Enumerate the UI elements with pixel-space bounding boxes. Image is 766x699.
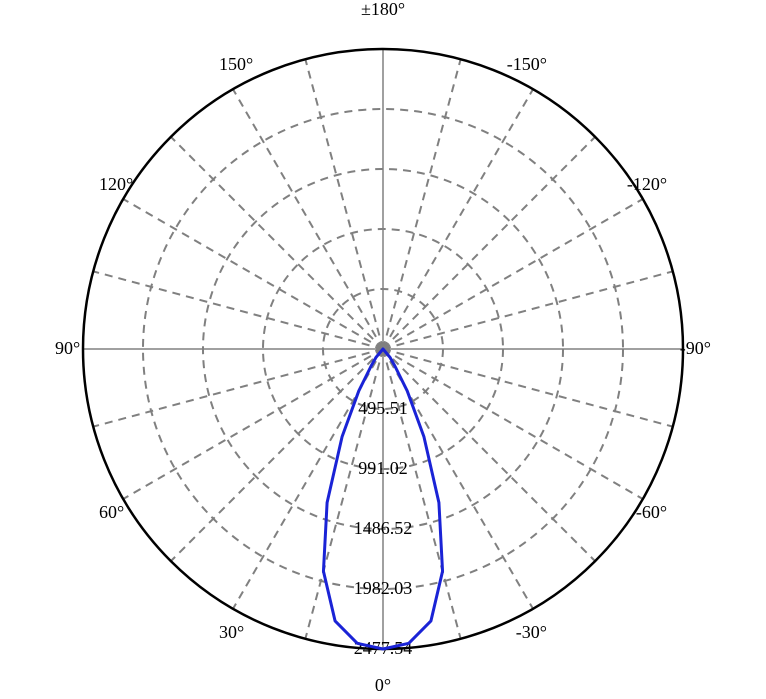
radial-label: 1982.03 bbox=[354, 578, 413, 598]
angle-label: -120° bbox=[627, 174, 667, 194]
angle-label: -90° bbox=[680, 338, 711, 358]
radial-label: 991.02 bbox=[358, 458, 408, 478]
angle-label: -30° bbox=[516, 622, 547, 642]
angle-label: 0° bbox=[375, 675, 391, 695]
angle-label: 90° bbox=[55, 338, 80, 358]
radial-label: 495.51 bbox=[358, 398, 408, 418]
angle-label: ±180° bbox=[361, 0, 405, 19]
angle-label: -150° bbox=[507, 54, 547, 74]
angle-label: 150° bbox=[219, 54, 253, 74]
polar-chart: 495.51991.021486.521982.032477.540°30°60… bbox=[0, 0, 766, 699]
angle-label: 60° bbox=[99, 502, 124, 522]
polar-chart-svg: 495.51991.021486.521982.032477.540°30°60… bbox=[0, 0, 766, 699]
angle-label: 120° bbox=[99, 174, 133, 194]
radial-label: 1486.52 bbox=[354, 518, 413, 538]
angle-label: 30° bbox=[219, 622, 244, 642]
angle-label: -60° bbox=[636, 502, 667, 522]
